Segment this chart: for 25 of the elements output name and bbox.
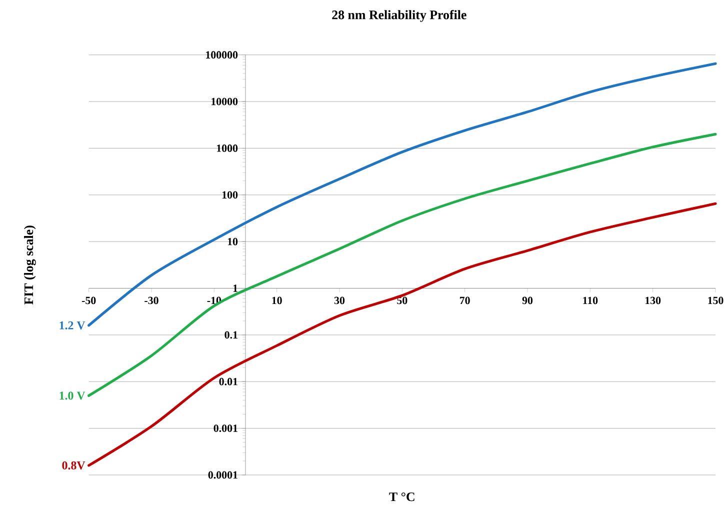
series-label: 1.0 V bbox=[60, 392, 86, 400]
x-tick-label: 10 bbox=[272, 296, 282, 304]
x-axis-title: T °C bbox=[389, 492, 414, 502]
y-tick-label: 1000 bbox=[216, 144, 238, 152]
y-tick-label: 10 bbox=[228, 238, 238, 246]
x-tick-label: 90 bbox=[522, 296, 533, 304]
x-tick-label: 130 bbox=[645, 296, 661, 304]
y-tick-label: 0.1 bbox=[224, 331, 238, 339]
y-tick-label: 100000 bbox=[206, 51, 238, 59]
x-tick-label: -30 bbox=[144, 296, 158, 304]
x-tick-label: 110 bbox=[583, 296, 598, 304]
x-tick-label: 30 bbox=[334, 296, 345, 304]
chart-title: 28 nm Reliability Profile bbox=[332, 10, 466, 22]
y-tick-label: 1 bbox=[233, 284, 238, 292]
y-axis-title: FIT (log scale) bbox=[24, 226, 36, 305]
x-tick-label: 70 bbox=[460, 296, 470, 304]
series-label: 1.2 V bbox=[60, 321, 86, 330]
x-tick-label: -50 bbox=[82, 296, 96, 304]
y-tick-label: 0.01 bbox=[219, 378, 238, 386]
x-tick-label: 150 bbox=[708, 296, 724, 304]
y-tick-label: 0.001 bbox=[214, 424, 238, 432]
y-tick-label: 0.0001 bbox=[208, 471, 238, 479]
y-tick-label: 10000 bbox=[212, 98, 238, 106]
y-tick-label: 100 bbox=[222, 191, 238, 199]
series-label: 0.8V bbox=[62, 461, 86, 470]
